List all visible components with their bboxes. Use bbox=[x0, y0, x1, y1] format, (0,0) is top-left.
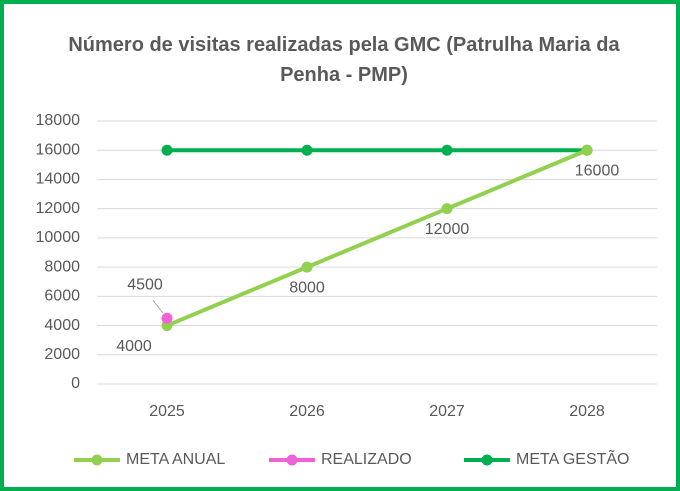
x-tick-label: 2025 bbox=[149, 403, 185, 420]
y-tick-label: 14000 bbox=[36, 171, 81, 188]
data-point bbox=[161, 144, 173, 156]
leader-line bbox=[152, 299, 164, 314]
chart-title: Número de visitas realizadas pela GMC (P… bbox=[68, 34, 620, 86]
data-point bbox=[301, 144, 313, 156]
legend-marker bbox=[286, 454, 298, 466]
data-label: 4000 bbox=[116, 338, 152, 355]
x-tick-label: 2026 bbox=[289, 403, 325, 420]
y-tick-label: 10000 bbox=[36, 229, 81, 246]
y-tick-label: 18000 bbox=[36, 112, 81, 129]
x-tick-label: 2027 bbox=[429, 403, 465, 420]
series-line bbox=[166, 148, 588, 328]
y-tick-label: 12000 bbox=[36, 200, 81, 217]
y-tick-label: 4000 bbox=[44, 317, 80, 334]
data-label: 4500 bbox=[127, 276, 163, 293]
x-tick-label: 2028 bbox=[569, 403, 605, 420]
legend-marker bbox=[91, 454, 103, 466]
data-point bbox=[441, 144, 453, 156]
y-tick-label: 2000 bbox=[44, 346, 80, 363]
data-point bbox=[441, 203, 453, 215]
data-label: 8000 bbox=[289, 279, 325, 296]
y-tick-label: 8000 bbox=[44, 258, 80, 275]
data-point bbox=[581, 144, 593, 156]
legend-label: REALIZADO bbox=[321, 451, 412, 468]
data-label: 16000 bbox=[575, 162, 620, 179]
legend-marker bbox=[481, 454, 493, 466]
data-point bbox=[161, 312, 173, 324]
data-point bbox=[301, 261, 313, 273]
data-label: 12000 bbox=[425, 221, 470, 238]
legend-label: META ANUAL bbox=[126, 451, 225, 468]
y-tick-label: 16000 bbox=[36, 141, 81, 158]
y-tick-label: 6000 bbox=[44, 288, 80, 305]
y-tick-label: 0 bbox=[71, 375, 80, 392]
chart: 0 2000 4000 6000 8000 10000 12000 14000 16000 180… bbox=[36, 112, 657, 468]
legend-label: META GESTÃO bbox=[516, 448, 630, 468]
